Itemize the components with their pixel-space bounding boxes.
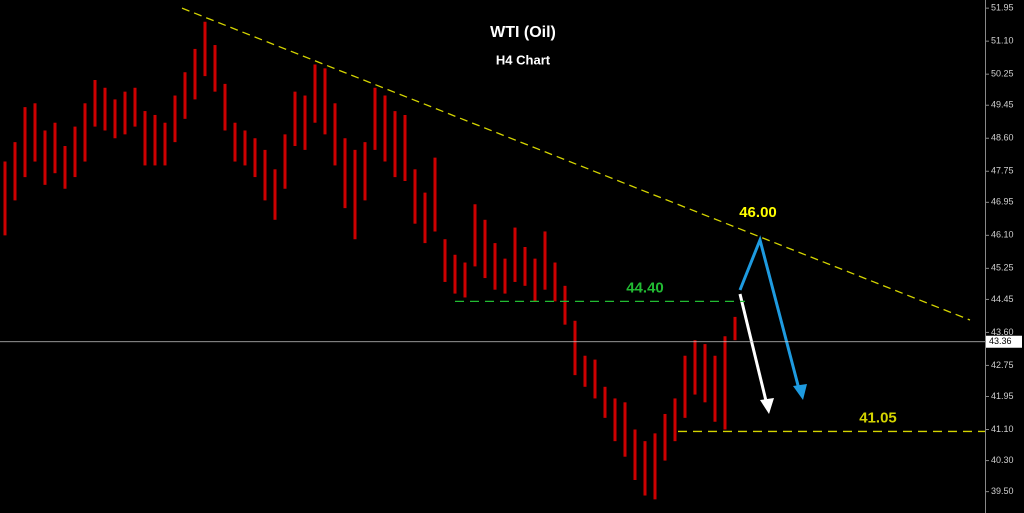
chart-title: WTI (Oil): [490, 24, 556, 41]
y-tick-label: 44.45: [991, 294, 1014, 304]
y-tick-label: 43.60: [991, 327, 1014, 337]
trendline: [181, 7, 971, 321]
current-price-label: 43.36: [989, 336, 1012, 346]
y-tick-label: 40.30: [991, 455, 1014, 465]
y-tick-label: 41.95: [991, 391, 1014, 401]
y-tick-label: 42.75: [991, 360, 1014, 370]
y-tick-label: 41.10: [991, 424, 1014, 434]
y-tick-label: 45.25: [991, 263, 1014, 273]
white-arrowhead: [760, 398, 774, 414]
y-tick-label: 50.25: [991, 69, 1014, 79]
chart-subtitle: H4 Chart: [496, 52, 551, 67]
y-tick-label: 48.60: [991, 133, 1014, 143]
white-arrow: [738, 293, 769, 406]
level-label: 41.05: [859, 409, 897, 426]
y-tick-label: 51.10: [991, 36, 1014, 46]
level-label: 44.40: [626, 279, 664, 296]
target-label: 46.00: [739, 204, 777, 221]
y-tick-label: 51.95: [991, 3, 1014, 13]
y-tick-label: 46.10: [991, 230, 1014, 240]
y-tick-label: 47.75: [991, 166, 1014, 176]
y-tick-label: 46.95: [991, 197, 1014, 207]
current-price-box: [986, 335, 1022, 348]
y-tick-label: 39.50: [991, 486, 1014, 496]
y-tick-label: 49.45: [991, 100, 1014, 110]
blue-arrowhead: [793, 384, 807, 400]
